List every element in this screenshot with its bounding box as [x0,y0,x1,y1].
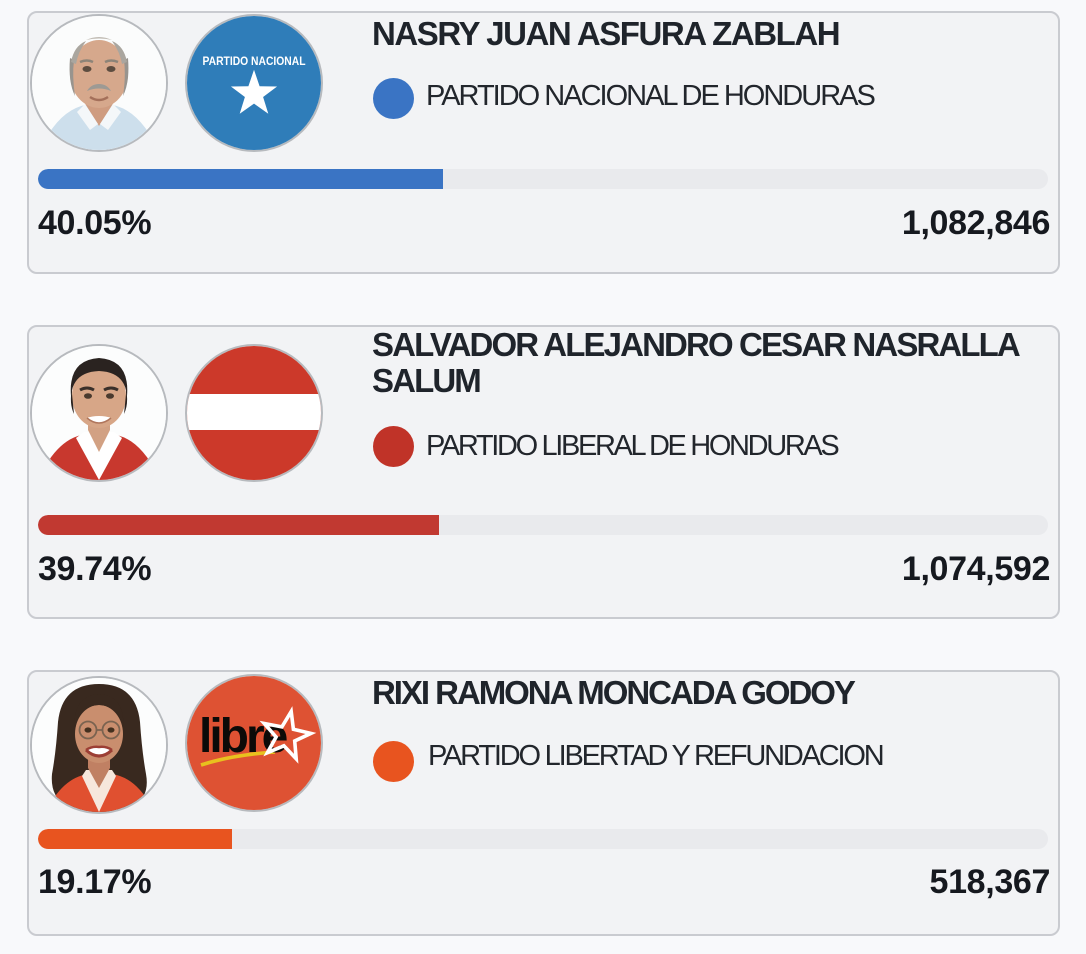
svg-text:PARTIDO NACIONAL: PARTIDO NACIONAL [203,54,306,68]
